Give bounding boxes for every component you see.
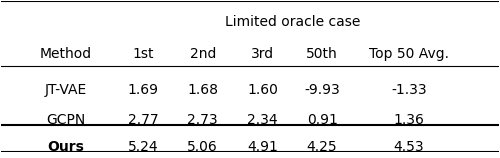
Text: 5.06: 5.06 (188, 140, 218, 154)
Text: 3rd: 3rd (251, 47, 274, 61)
Text: 1.36: 1.36 (394, 113, 424, 127)
Text: GCPN: GCPN (46, 113, 86, 127)
Text: 4.91: 4.91 (247, 140, 278, 154)
Text: 0.91: 0.91 (306, 113, 338, 127)
Text: JT-VAE: JT-VAE (45, 83, 87, 97)
Text: -9.93: -9.93 (304, 83, 340, 97)
Text: 2.34: 2.34 (247, 113, 278, 127)
Text: 4.53: 4.53 (394, 140, 424, 154)
Text: 4.25: 4.25 (307, 140, 338, 154)
Text: 50th: 50th (306, 47, 338, 61)
Text: 5.24: 5.24 (128, 140, 158, 154)
Text: 1.69: 1.69 (128, 83, 158, 97)
Text: Ours: Ours (48, 140, 84, 154)
Text: 2.77: 2.77 (128, 113, 158, 127)
Text: Method: Method (40, 47, 92, 61)
Text: 2.73: 2.73 (188, 113, 218, 127)
Text: 1.68: 1.68 (188, 83, 218, 97)
Text: Top 50 Avg.: Top 50 Avg. (369, 47, 449, 61)
Text: -1.33: -1.33 (392, 83, 427, 97)
Text: 1.60: 1.60 (247, 83, 278, 97)
Text: 1st: 1st (132, 47, 154, 61)
Text: Limited oracle case: Limited oracle case (224, 15, 360, 29)
Text: 2nd: 2nd (190, 47, 216, 61)
